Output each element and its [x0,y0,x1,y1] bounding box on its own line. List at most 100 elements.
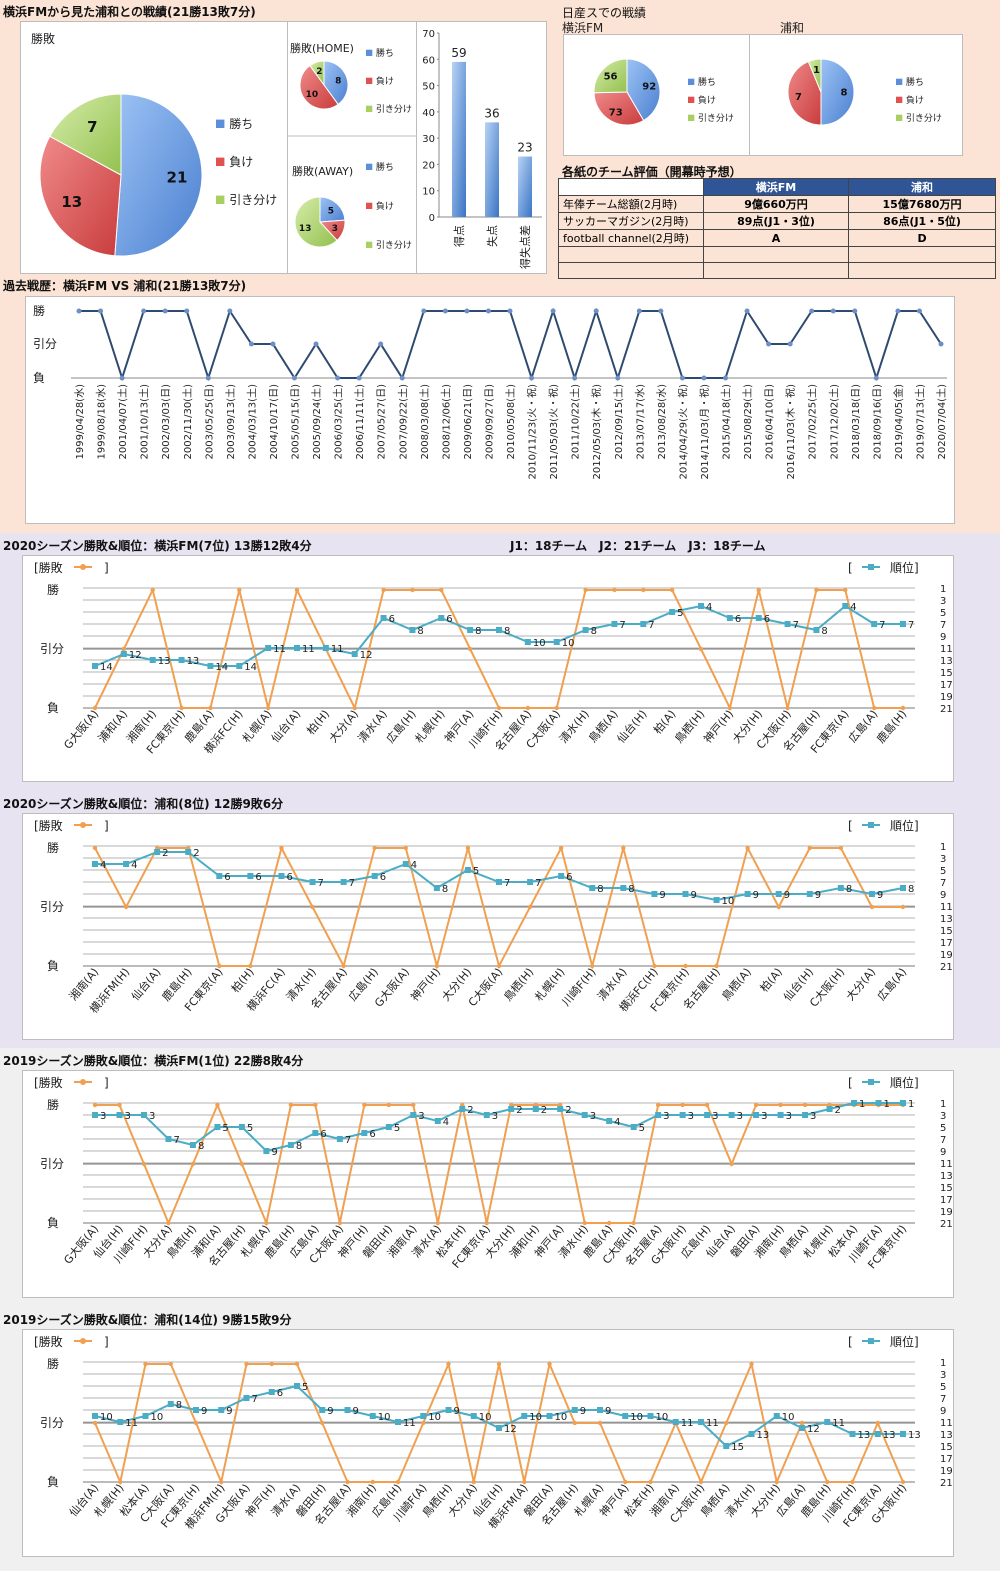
season2-result-point [313,1102,318,1108]
eval-row: サッカーマガジン(2月時) 89点(J1・3位) 86点(J1・5位) [558,212,996,230]
history-date-label: 2005/05/15(日) [291,384,302,460]
season3-result-point [320,1420,325,1426]
bar-y-tick-label: 0 [429,213,435,224]
season0-rank-data-label: 6 [389,614,395,625]
season3-rank-data-label: 10 [428,1412,441,1423]
history-date-label: 2002/03/03(日) [161,384,172,460]
season2-result-point [802,1102,808,1108]
season0-rank-data-label: 14 [100,662,113,673]
bar-data-label: 23 [517,141,532,155]
season2-rank-data-label: 3 [149,1111,155,1122]
season3-rank-point [395,1419,401,1425]
season0-rank-point [120,651,127,657]
season1-rank-data-label: 7 [504,878,510,889]
season2-legend-rank-marker [868,1079,874,1085]
season3-rank-point [521,1413,528,1419]
season2-legend-left-end: ] [104,1076,109,1090]
season3-rank-data-label: 7 [252,1394,258,1405]
urawa2019-title: 2019シーズン勝敗&順位：浦和(14位) 9勝15敗9分 [3,1313,292,1327]
nissan-urawa-data-label: 7 [795,92,802,103]
bar [518,156,532,217]
season2-result-point [239,1161,245,1167]
season1-result-point [496,963,502,969]
season2-rank-data-label: 3 [663,1111,669,1122]
history-point [205,375,211,381]
season1-rank-point [868,891,875,897]
nissan-fm-data-label: 92 [642,82,656,93]
season0-result-point [612,587,617,593]
season0-result-point [900,705,906,711]
bar [452,61,466,217]
history-point [119,375,125,381]
season2-rank-data-label: 2 [541,1105,547,1116]
season1-match-label: 鳥栖(H) [501,965,537,1004]
season1-result-point [341,963,346,969]
season0-rank-data-label: 8 [821,626,827,637]
season1-rank-tick-label: 11 [940,902,953,913]
history-point [895,308,901,314]
season0-rank-data-label: 4 [850,602,856,613]
history-point [378,341,384,347]
season0-rank-point [207,663,214,669]
history-point [809,308,815,314]
season0-y-label: 負 [47,701,59,715]
season0-match-label: 仙台(A) [268,707,303,745]
season2-rank-data-label: 3 [124,1111,130,1122]
season3-rank-point [748,1431,755,1437]
history-point [766,341,772,347]
season2-rank-data-label: 9 [271,1147,277,1158]
season3-rank-data-label: 10 [656,1412,669,1423]
season0-rank-data-label: 14 [215,662,228,673]
season3-rank-data-label: 9 [580,1406,586,1417]
season0-rank-data-label: 13 [187,656,200,667]
season1-rank-point [340,879,347,885]
away-slice [294,196,338,248]
season0-rank-point [784,621,791,627]
season0-rank-tick-label: 19 [940,692,953,703]
nissan-fm-legend-swatch [688,114,695,121]
season0-rank-point [524,639,531,645]
season0-rank-point [380,615,387,621]
season1-rank-data-label: 6 [224,872,230,883]
season1-rank-data-label: 4 [131,860,137,871]
history-date-label: 2006/03/25(土) [332,384,345,460]
season2-legend-right: [ [848,1076,853,1090]
season3-rank-data-label: 9 [353,1406,359,1417]
season3-rank-data-label: 9 [605,1406,611,1417]
season2-rank-data-label: 3 [590,1111,596,1122]
season1-rank-point [216,873,223,879]
season3-rank-data-label: 13 [908,1430,921,1441]
season2-result-point [435,1220,440,1226]
season2-rank-point [263,1148,270,1154]
season3-result-point [825,1479,830,1485]
season3-legend-left: [勝敗 [34,1334,87,1349]
nissan-urawa-slice [787,60,822,126]
season3-rank-data-label: 6 [277,1388,283,1399]
season2-result-point [655,1102,661,1108]
season2-rank-tick-label: 3 [940,1111,946,1122]
season0-rank-point [813,627,820,633]
season1-rank-data-label: 10 [722,896,735,907]
season0-rank-data-label: 8 [475,626,481,637]
season0-rank-point [726,615,733,621]
season3-result-point [118,1479,123,1485]
nissan-title: 日産スでの戦績 [562,6,647,20]
season3-rank-tick-label: 19 [940,1466,953,1477]
season2-rank-data-label: 6 [320,1129,326,1140]
season2-result-point [411,1102,416,1108]
season0-rank-data-label: 7 [648,620,654,631]
season1-result-point [123,904,129,910]
season1-match-label: 柏(A) [757,965,785,995]
bar [485,122,499,217]
history-point [744,308,750,314]
season0-result-point [265,705,271,711]
season1-result-point [527,904,533,910]
season3-result-point [219,1479,224,1485]
season3-result-point [496,1361,502,1367]
season2-result-point [362,1102,367,1108]
season2-result-point [92,1102,98,1108]
season1-rank-data-label: 2 [162,848,168,859]
bar-data-label: 59 [451,46,466,60]
season0-rank-point [409,627,416,633]
season2-match-label: G大阪(A) [61,1222,102,1267]
